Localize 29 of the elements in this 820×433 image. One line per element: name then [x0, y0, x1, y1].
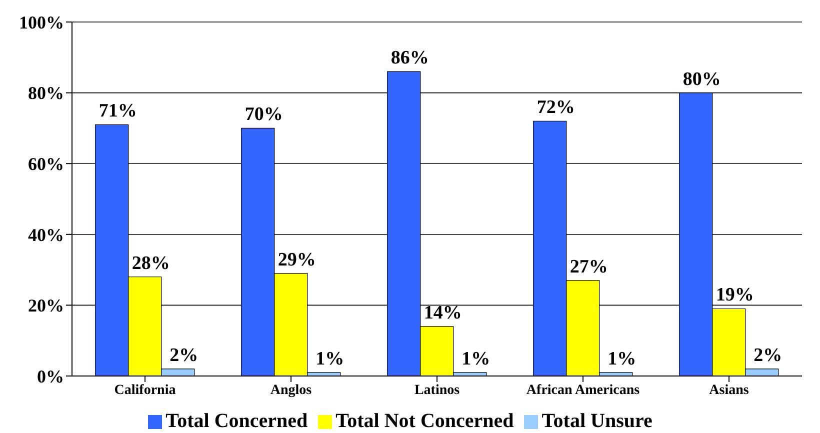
- data-label: 28%: [132, 252, 170, 274]
- data-label: 2%: [754, 344, 782, 366]
- y-tick-label: 60%: [28, 154, 64, 174]
- data-label: 29%: [278, 249, 316, 270]
- legend-label: Total Concerned: [166, 410, 308, 432]
- data-label: 27%: [570, 256, 608, 278]
- x-tick-label: Anglos: [270, 382, 312, 398]
- y-tick-label: 100%: [19, 12, 64, 32]
- y-tick-label: 0%: [37, 366, 64, 386]
- data-label: 2%: [170, 344, 198, 366]
- data-label: 70%: [244, 104, 283, 126]
- data-label: 80%: [682, 68, 721, 90]
- data-label: 72%: [536, 97, 575, 118]
- x-tick-label: Latinos: [414, 382, 460, 398]
- x-tick-label: California: [114, 382, 176, 398]
- data-label: 1%: [462, 348, 490, 370]
- x-tick-label: African Americans: [526, 382, 640, 398]
- data-label: 14%: [424, 302, 462, 324]
- data-label: 1%: [608, 348, 636, 370]
- x-tick-label: Asians: [709, 382, 750, 398]
- y-tick-label: 20%: [28, 296, 64, 316]
- data-label: 71%: [98, 100, 137, 122]
- y-tick-label: 80%: [28, 83, 64, 104]
- data-label: 19%: [716, 284, 754, 306]
- legend-label: Total Not Concerned: [336, 410, 514, 432]
- data-label: 86%: [390, 48, 429, 69]
- y-tick-label: 40%: [28, 224, 64, 245]
- data-label: 1%: [316, 348, 344, 370]
- legend-label: Total Unsure: [542, 410, 652, 432]
